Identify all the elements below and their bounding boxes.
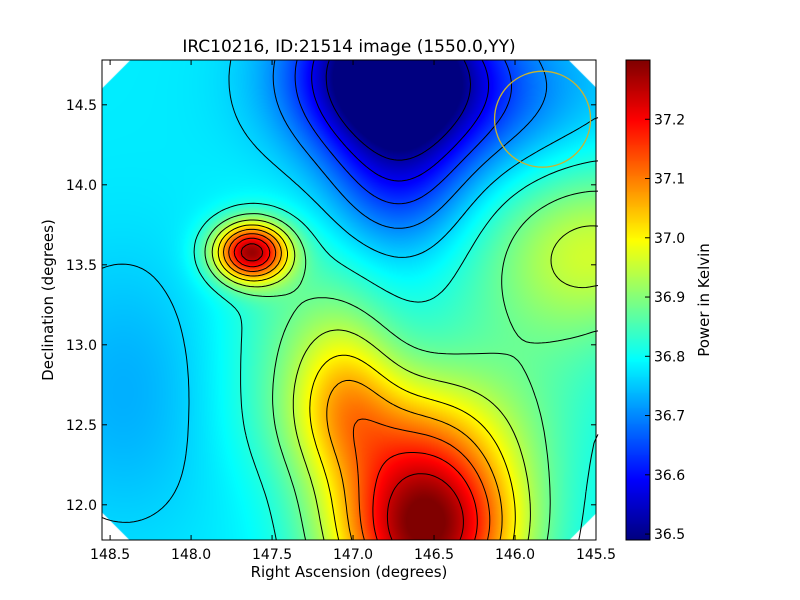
- contour-level-7: [211, 219, 599, 541]
- contour-level-5: [193, 160, 599, 541]
- x-axis-label: Right Ascension (degrees): [251, 563, 448, 581]
- x-tick-label: 148.0: [171, 547, 211, 563]
- colorbar-tick-label: 37.2: [654, 112, 685, 128]
- colorbar-tick-label: 36.5: [654, 527, 685, 543]
- x-tick-label: 147.0: [333, 547, 373, 563]
- contour-lines: [101, 59, 599, 541]
- y-tick-label: 12.0: [66, 498, 97, 514]
- x-tick-label: 148.5: [90, 547, 130, 563]
- contour-level-1: [311, 59, 490, 182]
- contour-level-0: [325, 59, 471, 161]
- colorbar-tick-label: 36.9: [654, 290, 685, 306]
- contour-level-12: [240, 243, 464, 541]
- x-tick-label: 146.0: [495, 547, 535, 563]
- contour-level-9: [223, 228, 503, 541]
- y-tick-label: 13.0: [66, 338, 97, 354]
- colorbar-tick-label: 36.6: [654, 468, 685, 484]
- beam-circle-shape: [493, 70, 592, 168]
- y-tick-label: 14.5: [66, 98, 97, 114]
- y-tick-label: 13.5: [66, 258, 97, 274]
- y-tick-label: 12.5: [66, 418, 97, 434]
- colorbar-tick-label: 36.7: [654, 409, 685, 425]
- colorbar-frame: [625, 59, 651, 541]
- colorbar-ticks: 36.5 36.6 36.7 36.8 36.9 37.0 37.1 37.2: [645, 112, 685, 543]
- x-axis-ticks: 148.5 148.0 147.5 147.0 146.5 146.0 145.5: [90, 60, 616, 563]
- x-tick-label: 146.5: [414, 547, 454, 563]
- colorbar-tick-label: 37.1: [654, 172, 685, 188]
- x-tick-label: 145.5: [576, 547, 616, 563]
- y-axis-ticks: 12.0 12.5 13.0 13.5 14.0 14.5: [66, 98, 596, 514]
- contour-level-6: [204, 190, 599, 541]
- contour-level-11: [233, 237, 478, 541]
- contour-level-10: [228, 233, 491, 541]
- contour-level-3: [272, 59, 548, 229]
- colorbar-gradient: [626, 60, 650, 540]
- chart-title: IRC10216, ID:21514 image (1550.0,YY): [182, 37, 515, 57]
- colorbar-tick-label: 37.0: [654, 231, 685, 247]
- plot-frame: [101, 59, 597, 541]
- y-tick-label: 14.0: [66, 178, 97, 194]
- contour-level-8: [217, 224, 516, 541]
- heatmap-image: [102, 60, 596, 540]
- colorbar-label: Power in Kelvin: [695, 243, 713, 357]
- beam-circle: [493, 70, 592, 168]
- contour-level-2: [294, 59, 512, 205]
- colorbar-tick-label: 36.8: [654, 349, 685, 365]
- y-axis-label: Declination (degrees): [39, 219, 57, 381]
- contour-level-4: [101, 59, 599, 523]
- x-tick-label: 147.5: [252, 547, 292, 563]
